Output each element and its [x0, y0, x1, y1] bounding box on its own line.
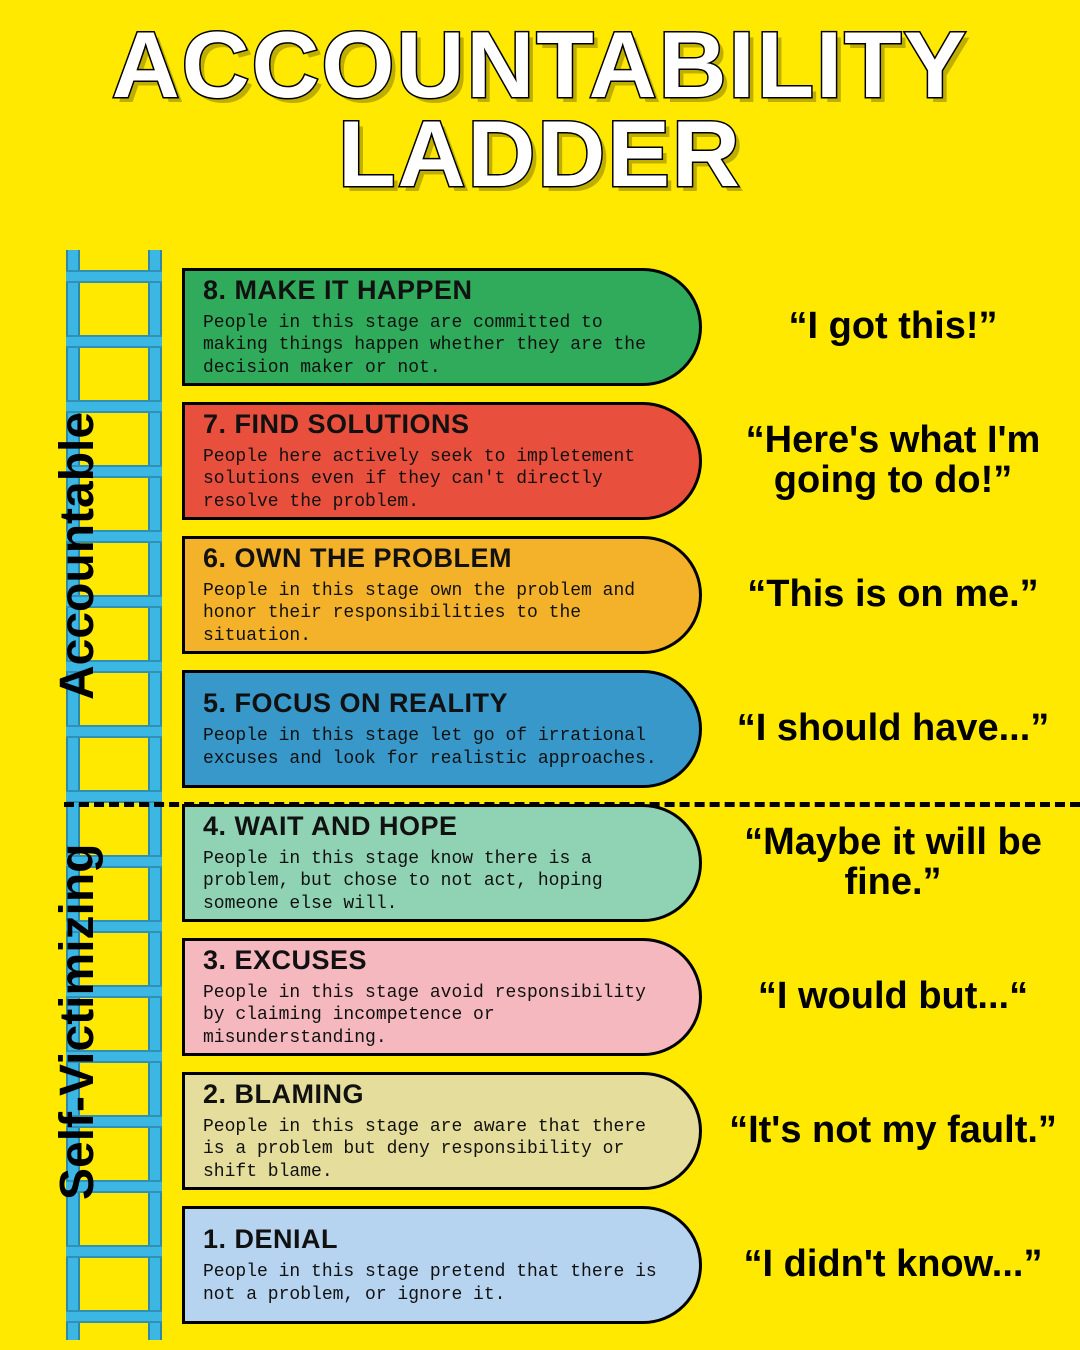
level-card-title: 1. DENIAL: [203, 1224, 671, 1255]
level-card: 1. DENIAL People in this stage pretend th…: [182, 1206, 702, 1324]
level-quote: “Maybe it will be fine.”: [724, 823, 1062, 903]
title-line-1: ACCOUNTABILITY: [0, 20, 1080, 109]
level-card: 6. OWN THE PROBLEM People in this stage o…: [182, 536, 702, 654]
ladder-rung: [66, 270, 162, 283]
level-card-title: 8. MAKE IT HAPPEN: [203, 275, 671, 306]
level-card: 7. FIND SOLUTIONS People here actively se…: [182, 402, 702, 520]
level-quote: “I should have...”: [724, 709, 1062, 749]
ladder-rung: [66, 335, 162, 348]
side-label-self-victimizing: Self-Victimizing: [50, 843, 105, 1200]
level-row: 4. WAIT AND HOPE People in this stage kno…: [182, 804, 1062, 922]
level-card: 2. BLAMING People in this stage are aware…: [182, 1072, 702, 1190]
level-card-desc: People in this stage are aware that ther…: [203, 1116, 671, 1184]
level-card-desc: People in this stage let go of irrationa…: [203, 725, 671, 770]
level-card-desc: People in this stage avoid responsibilit…: [203, 982, 671, 1050]
ladder-rung: [66, 1310, 162, 1323]
level-card-title: 2. BLAMING: [203, 1079, 671, 1110]
level-card: 3. EXCUSES People in this stage avoid res…: [182, 938, 702, 1056]
level-quote: “This is on me.”: [724, 575, 1062, 615]
ladder-rung: [66, 725, 162, 738]
level-quote: “I got this!”: [724, 307, 1062, 347]
level-card-desc: People in this stage own the problem and…: [203, 580, 671, 648]
level-card-title: 4. WAIT AND HOPE: [203, 811, 671, 842]
level-card-title: 3. EXCUSES: [203, 945, 671, 976]
level-card: 5. FOCUS ON REALITY People in this stage …: [182, 670, 702, 788]
page-title: ACCOUNTABILITY LADDER: [0, 0, 1080, 199]
level-card: 8. MAKE IT HAPPEN People in this stage ar…: [182, 268, 702, 386]
title-line-2: LADDER: [0, 109, 1080, 198]
level-row: 1. DENIAL People in this stage pretend th…: [182, 1206, 1062, 1324]
level-card-desc: People in this stage are committed to ma…: [203, 312, 671, 380]
level-row: 2. BLAMING People in this stage are aware…: [182, 1072, 1062, 1190]
level-card: 4. WAIT AND HOPE People in this stage kno…: [182, 804, 702, 922]
level-card-desc: People here actively seek to impletement…: [203, 446, 671, 514]
level-card-desc: People in this stage know there is a pro…: [203, 848, 671, 916]
level-quote: “Here's what I'm going to do!”: [724, 421, 1062, 501]
level-card-title: 5. FOCUS ON REALITY: [203, 688, 671, 719]
level-card-desc: People in this stage pretend that there …: [203, 1261, 671, 1306]
level-row: 3. EXCUSES People in this stage avoid res…: [182, 938, 1062, 1056]
level-quote: “I didn't know...”: [724, 1245, 1062, 1285]
level-row: 5. FOCUS ON REALITY People in this stage …: [182, 670, 1062, 788]
level-card-title: 6. OWN THE PROBLEM: [203, 543, 671, 574]
level-card-title: 7. FIND SOLUTIONS: [203, 409, 671, 440]
mid-divider: [64, 802, 1080, 807]
level-row: 6. OWN THE PROBLEM People in this stage o…: [182, 536, 1062, 654]
level-row: 8. MAKE IT HAPPEN People in this stage ar…: [182, 268, 1062, 386]
level-quote: “It's not my fault.”: [724, 1111, 1062, 1151]
ladder-rung: [66, 1245, 162, 1258]
level-quote: “I would but...“: [724, 977, 1062, 1017]
side-label-accountable: Accountable: [50, 412, 105, 700]
level-row: 7. FIND SOLUTIONS People here actively se…: [182, 402, 1062, 520]
